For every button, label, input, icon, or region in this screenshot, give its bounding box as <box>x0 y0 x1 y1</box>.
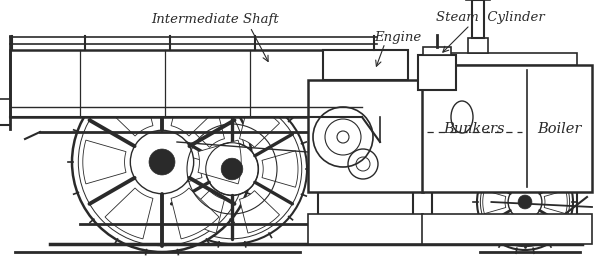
Polygon shape <box>198 140 241 184</box>
Polygon shape <box>494 216 520 243</box>
Polygon shape <box>262 151 298 187</box>
Circle shape <box>221 158 243 180</box>
Text: Boiler: Boiler <box>537 122 581 136</box>
Text: Intermediate Shaft: Intermediate Shaft <box>151 13 279 27</box>
Circle shape <box>481 157 569 247</box>
Circle shape <box>157 94 307 244</box>
Polygon shape <box>83 140 126 184</box>
Circle shape <box>130 130 194 194</box>
Polygon shape <box>544 190 567 214</box>
Text: Engine: Engine <box>374 31 422 43</box>
Ellipse shape <box>451 101 473 133</box>
Polygon shape <box>184 191 224 233</box>
Polygon shape <box>171 188 219 239</box>
Bar <box>308 214 423 244</box>
Circle shape <box>162 99 302 239</box>
Polygon shape <box>239 105 280 147</box>
Bar <box>422 214 592 244</box>
Polygon shape <box>166 151 202 187</box>
Circle shape <box>477 154 573 250</box>
Polygon shape <box>530 161 556 188</box>
Bar <box>422 65 592 192</box>
Polygon shape <box>239 191 280 233</box>
Polygon shape <box>184 105 224 147</box>
Circle shape <box>518 195 532 209</box>
Text: Bunkers: Bunkers <box>443 122 505 136</box>
Polygon shape <box>494 161 520 188</box>
Circle shape <box>508 185 542 219</box>
Polygon shape <box>483 190 506 214</box>
Circle shape <box>206 143 259 195</box>
Bar <box>423 47 451 55</box>
Bar <box>472 0 484 38</box>
Polygon shape <box>171 85 219 136</box>
Bar <box>432 53 577 65</box>
Circle shape <box>72 72 252 252</box>
Bar <box>323 50 408 80</box>
Polygon shape <box>105 188 153 239</box>
Bar <box>418 55 456 90</box>
Text: Steam  Cylinder: Steam Cylinder <box>436 11 544 25</box>
Polygon shape <box>530 216 556 243</box>
Circle shape <box>149 149 175 175</box>
Bar <box>468 38 488 53</box>
Bar <box>10 50 362 117</box>
Polygon shape <box>105 85 153 136</box>
Bar <box>308 80 423 192</box>
Circle shape <box>78 78 246 246</box>
